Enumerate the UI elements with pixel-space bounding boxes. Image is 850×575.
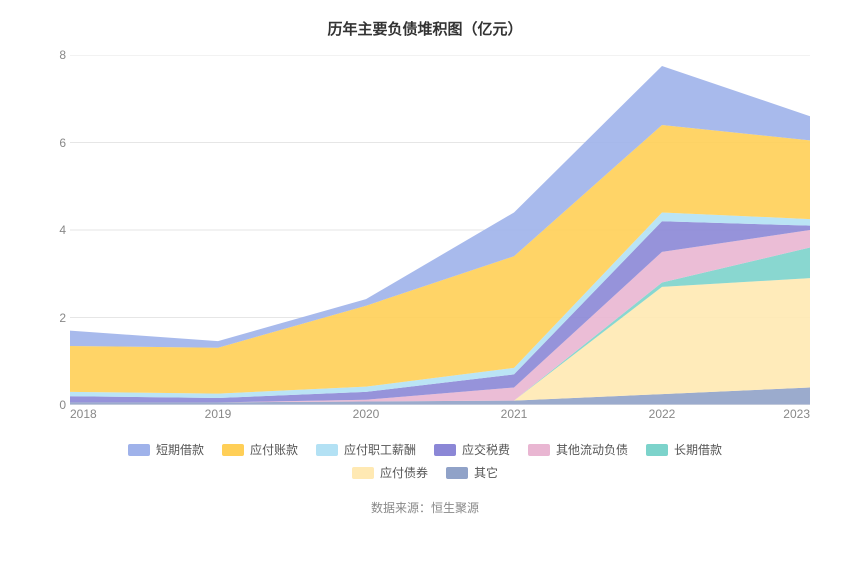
legend-item[interactable]: 应付债券: [352, 464, 428, 481]
legend-swatch: [128, 444, 150, 456]
legend-item[interactable]: 长期借款: [646, 441, 722, 458]
y-tick-label: 2: [42, 311, 66, 325]
legend-swatch: [528, 444, 550, 456]
legend-swatch: [646, 444, 668, 456]
y-tick-label: 4: [42, 223, 66, 237]
legend-item[interactable]: 应付账款: [222, 441, 298, 458]
x-tick-label: 2019: [205, 407, 232, 421]
plot-area: 02468 201820192020202120222023: [70, 55, 810, 405]
legend-label: 应交税费: [462, 441, 510, 458]
y-axis-labels: 02468: [42, 55, 66, 405]
legend-item[interactable]: 应交税费: [434, 441, 510, 458]
legend-label: 长期借款: [674, 441, 722, 458]
x-tick-label: 2021: [501, 407, 528, 421]
x-tick-label: 2022: [649, 407, 676, 421]
legend-swatch: [352, 467, 374, 479]
source-prefix: 数据来源：: [371, 501, 431, 515]
legend-swatch: [434, 444, 456, 456]
legend-label: 应付账款: [250, 441, 298, 458]
chart-title: 历年主要负债堆积图（亿元）: [30, 18, 820, 39]
y-tick-label: 0: [42, 398, 66, 412]
legend-label: 其他流动负债: [556, 441, 628, 458]
x-tick-label: 2023: [783, 407, 810, 421]
legend-swatch: [316, 444, 338, 456]
x-tick-label: 2020: [353, 407, 380, 421]
x-axis-labels: 2018 2019 2020 2021 2022 2023: [70, 407, 810, 425]
legend-label: 应付债券: [380, 464, 428, 481]
legend-item[interactable]: 应付职工薪酬: [316, 441, 416, 458]
legend-label: 应付职工薪酬: [344, 441, 416, 458]
legend-swatch: [446, 467, 468, 479]
legend-label: 短期借款: [156, 441, 204, 458]
legend-item[interactable]: 短期借款: [128, 441, 204, 458]
legend: 短期借款 应付账款 应付职工薪酬 应交税费 其他流动负债 长期借款应付债券 其它: [30, 441, 820, 481]
x-tick-label: 2018: [70, 407, 97, 421]
legend-item[interactable]: 其他流动负债: [528, 441, 628, 458]
legend-label: 其它: [474, 464, 498, 481]
y-tick-label: 8: [42, 48, 66, 62]
source-text: 数据来源：恒生聚源: [30, 499, 820, 516]
y-tick-label: 6: [42, 136, 66, 150]
source-name: 恒生聚源: [431, 501, 479, 515]
chart-container: 历年主要负债堆积图（亿元） 02468 20182019202020212022…: [0, 0, 850, 575]
legend-item[interactable]: 其它: [446, 464, 498, 481]
legend-swatch: [222, 444, 244, 456]
stacked-area-svg: [70, 55, 810, 405]
